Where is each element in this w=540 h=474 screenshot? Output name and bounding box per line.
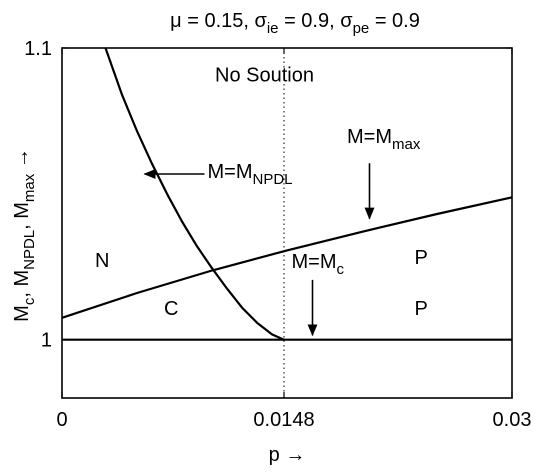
- x-tick-label: 0.0148: [253, 409, 314, 431]
- plot-text: 0 0.0148 0.03 1 1.1 μ = 0.15, σie = 0.9, σpe …: [11, 10, 531, 466]
- x-tick-label: 0: [56, 409, 67, 431]
- x-axis-label: p →: [269, 444, 306, 466]
- annotation-region-n: N: [95, 250, 109, 272]
- series-line-m-npdl: [104, 47, 285, 341]
- x-tick-label: 0.03: [493, 409, 532, 431]
- plot-frame: [61, 47, 513, 399]
- plot-border: [61, 47, 513, 399]
- y-axis-label: Mc, MNPDL, Mmax →: [11, 148, 38, 322]
- series-line-m-max: [61, 196, 513, 319]
- chart-title: μ = 0.15, σie = 0.9, σpe = 0.9: [170, 10, 420, 37]
- y-tick-label: 1.1: [24, 38, 52, 60]
- label-mc: M=Mc: [292, 251, 345, 278]
- y-tick-label: 1: [41, 330, 52, 352]
- annotation-region-c: C: [164, 298, 178, 320]
- label-npdl: M=MNPDL: [208, 161, 293, 188]
- annotation-region-p-upper: P: [415, 247, 428, 269]
- annotation-no-solution: No Soution: [215, 65, 314, 87]
- label-max: M=Mmax: [347, 126, 421, 153]
- annotation-region-p-lower: P: [415, 298, 428, 320]
- plot-lines: [61, 47, 513, 398]
